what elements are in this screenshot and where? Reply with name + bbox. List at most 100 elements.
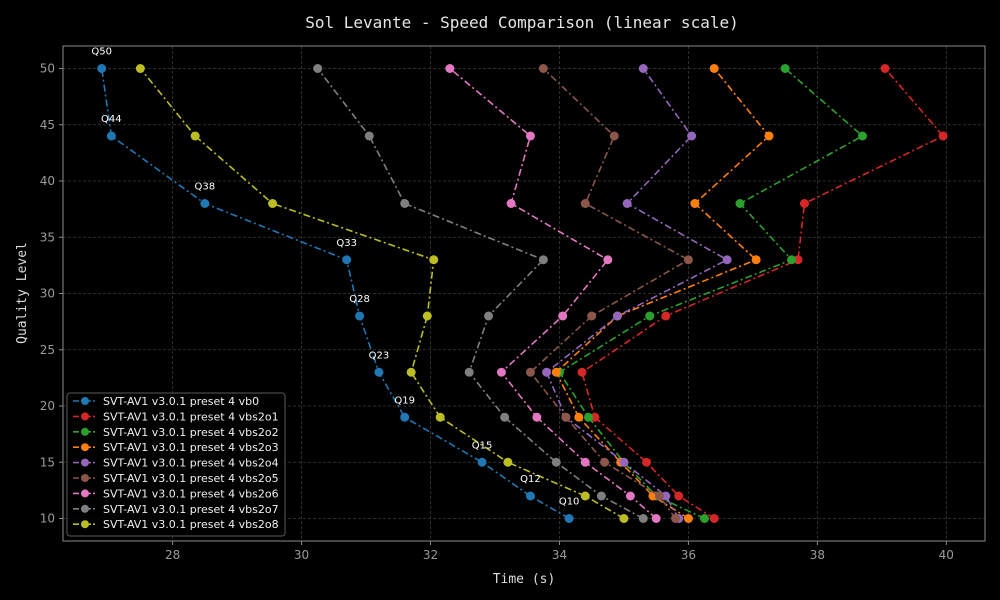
point-annotation: Q28 — [349, 294, 370, 305]
point-annotation: Q15 — [472, 440, 493, 451]
series-line — [139, 67, 625, 520]
legend-marker — [81, 397, 89, 405]
legend-marker — [81, 412, 89, 421]
legend-marker — [81, 458, 89, 467]
y-axis-label: Quality Level — [15, 242, 30, 344]
data-point — [683, 514, 693, 523]
data-point — [596, 491, 606, 501]
data-point — [603, 255, 613, 265]
legend-label: SVT-AV1 v3.0.1 preset 4 vbs2o7 — [103, 503, 279, 516]
data-point — [484, 311, 494, 321]
data-point — [400, 412, 410, 422]
legend-item: SVT-AV1 v3.0.1 preset 4 vbs2o8 — [73, 518, 279, 531]
series-group — [525, 64, 693, 523]
y-tick-label: 35 — [40, 230, 55, 244]
data-point — [525, 367, 535, 377]
data-point — [787, 255, 797, 265]
data-point — [857, 131, 867, 141]
series-line — [100, 68, 570, 520]
point-annotation: Q12 — [520, 474, 541, 485]
data-point — [200, 199, 210, 208]
data-point — [538, 64, 548, 73]
data-point — [938, 131, 948, 141]
legend-item: SVT-AV1 v3.0.1 preset 4 vbs2o1 — [73, 410, 279, 423]
data-point — [574, 412, 584, 422]
y-tick-label: 50 — [40, 62, 55, 76]
data-point — [190, 131, 200, 141]
y-tick-label: 20 — [40, 399, 55, 413]
y-tick-label: 40 — [40, 174, 55, 188]
data-point — [661, 491, 671, 501]
data-point — [642, 457, 652, 467]
data-point — [880, 64, 890, 73]
data-point — [525, 491, 535, 501]
legend-marker — [81, 427, 89, 436]
series-layer — [97, 64, 948, 523]
data-point — [551, 367, 561, 377]
legend-label: SVT-AV1 v3.0.1 preset 4 vb0 — [103, 395, 259, 408]
data-point — [612, 311, 622, 321]
point-annotation: Q50 — [91, 47, 112, 58]
data-point — [651, 514, 661, 523]
data-point — [406, 367, 416, 377]
data-point — [364, 131, 374, 141]
data-point — [619, 457, 629, 467]
data-point — [580, 491, 590, 501]
plot-frame — [62, 45, 986, 542]
series-line — [581, 67, 945, 520]
x-tick-label: 28 — [165, 548, 180, 562]
x-tick-label: 32 — [423, 548, 438, 562]
legend-marker — [81, 504, 89, 513]
legend-label: SVT-AV1 v3.0.1 preset 4 vbs2o6 — [103, 487, 279, 500]
data-point — [503, 457, 513, 467]
data-point — [687, 131, 697, 141]
data-point — [477, 457, 487, 467]
series-line — [558, 67, 864, 520]
x-tick-label: 38 — [810, 548, 825, 562]
y-tick-label: 10 — [40, 512, 55, 526]
data-point — [722, 255, 732, 265]
point-annotation: Q10 — [559, 497, 580, 508]
series-group — [135, 64, 629, 523]
data-point — [622, 199, 632, 208]
data-point — [709, 514, 719, 523]
legend-label: SVT-AV1 v3.0.1 preset 4 vbs2o2 — [103, 426, 279, 439]
data-point — [683, 255, 693, 265]
data-point — [500, 412, 510, 422]
legend-marker — [81, 520, 89, 529]
data-point — [674, 491, 684, 501]
data-point — [580, 457, 590, 467]
x-tick-label: 34 — [552, 548, 567, 562]
legend-label: SVT-AV1 v3.0.1 preset 4 vbs2o3 — [103, 441, 279, 454]
series-line — [555, 67, 771, 520]
data-point — [558, 311, 568, 321]
x-tick-label: 30 — [294, 548, 309, 562]
legend-marker — [81, 474, 89, 482]
data-point — [506, 199, 516, 208]
series-group — [445, 64, 661, 523]
point-annotation: Q23 — [369, 350, 390, 361]
chart-title: Sol Levante - Speed Comparison (linear s… — [305, 13, 738, 32]
legend-item: SVT-AV1 v3.0.1 preset 4 vb0 — [73, 395, 259, 408]
legend-marker — [81, 489, 89, 498]
data-point — [751, 255, 761, 265]
data-point — [580, 199, 590, 208]
data-point — [577, 367, 587, 377]
legend: SVT-AV1 v3.0.1 preset 4 vb0 SVT-AV1 v3.0.… — [66, 392, 286, 537]
y-tick-label: 15 — [40, 455, 55, 469]
x-axis-label: Time (s) — [493, 572, 556, 587]
data-point — [793, 255, 803, 265]
legend-label: SVT-AV1 v3.0.1 preset 4 vbs2o8 — [103, 518, 279, 531]
data-point — [625, 491, 635, 501]
legend-item: SVT-AV1 v3.0.1 preset 4 vbs2o5 — [73, 472, 279, 485]
data-point — [355, 311, 365, 321]
data-point — [313, 64, 323, 73]
data-point — [609, 131, 619, 141]
series-line — [449, 67, 657, 520]
data-point — [661, 311, 671, 321]
series-group — [97, 64, 574, 523]
data-point — [690, 199, 700, 208]
legend-label: SVT-AV1 v3.0.1 preset 4 vbs2o4 — [103, 457, 279, 470]
series-group — [313, 64, 648, 523]
legend-label: SVT-AV1 v3.0.1 preset 4 vbs2o5 — [103, 472, 279, 485]
